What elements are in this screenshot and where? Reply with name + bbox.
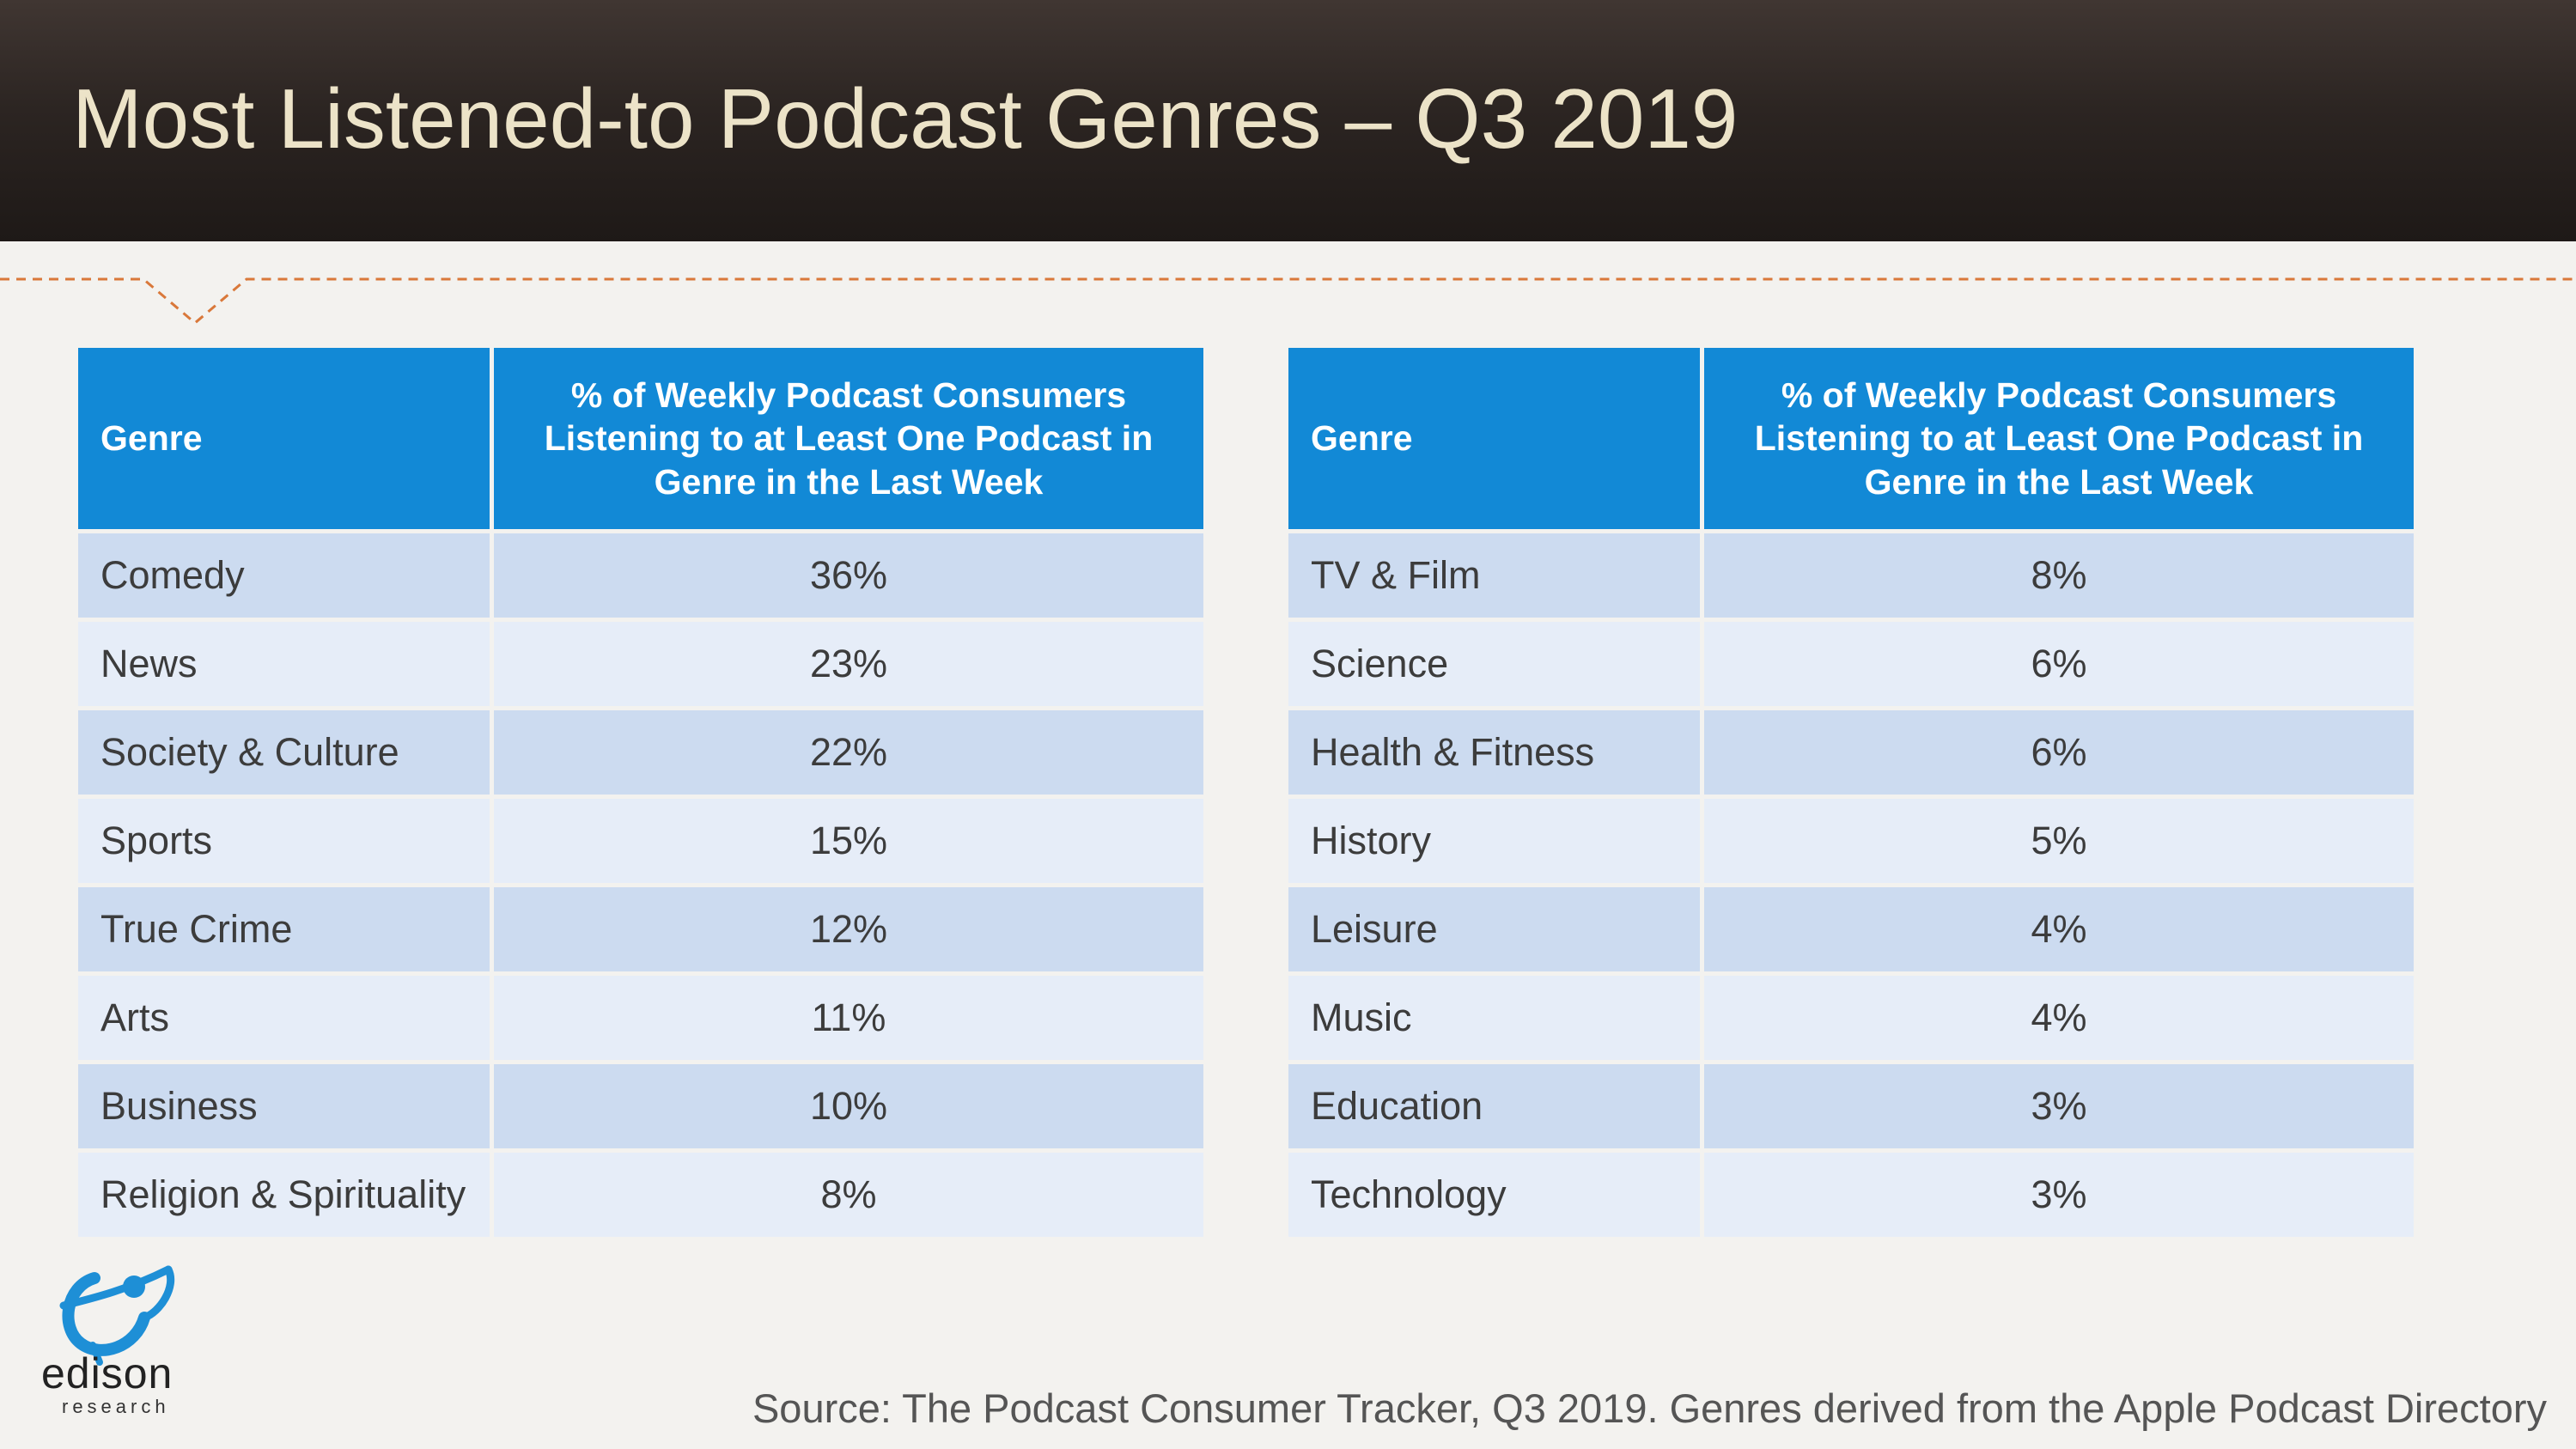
percent-cell: 3% [1704,1153,2414,1237]
table-row: News 23% [78,622,1203,706]
genre-cell: Science [1288,622,1700,706]
genre-cell: TV & Film [1288,533,1700,618]
page-title: Most Listened-to Podcast Genres – Q3 201… [72,71,1739,166]
percent-cell: 6% [1704,710,2414,795]
percent-cell: 4% [1704,976,2414,1060]
title-banner: Most Listened-to Podcast Genres – Q3 201… [0,0,2576,241]
percent-cell: 36% [494,533,1203,618]
percent-cell: 8% [1704,533,2414,618]
dashed-divider [0,277,2576,325]
percent-cell: 6% [1704,622,2414,706]
percent-cell: 10% [494,1064,1203,1148]
genre-cell: Comedy [78,533,490,618]
percent-cell: 5% [1704,799,2414,883]
genre-cell: News [78,622,490,706]
genre-cell: Religion & Spirituality [78,1153,490,1237]
table-row: Education 3% [1288,1064,2414,1148]
percent-cell: 3% [1704,1064,2414,1148]
table-row: Health & Fitness 6% [1288,710,2414,795]
edison-orbit-logo-icon [59,1265,175,1366]
table-row: True Crime 12% [78,887,1203,971]
table-row: Music 4% [1288,976,2414,1060]
column-header-percent: % of Weekly Podcast Consumers Listening … [1704,348,2414,529]
logo-subtitle: research [62,1396,170,1417]
table-row: Religion & Spirituality 8% [78,1153,1203,1237]
genre-cell: Health & Fitness [1288,710,1700,795]
percent-cell: 8% [494,1153,1203,1237]
percent-cell: 23% [494,622,1203,706]
logo-wordmark: edison [41,1349,174,1397]
genre-cell: Arts [78,976,490,1060]
genre-cell: Music [1288,976,1700,1060]
percent-cell: 4% [1704,887,2414,971]
genre-cell: Business [78,1064,490,1148]
genre-table-left: Genre % of Weekly Podcast Consumers List… [74,344,1208,1241]
table-row: Society & Culture 22% [78,710,1203,795]
table-row: TV & Film 8% [1288,533,2414,618]
table-row: Business 10% [78,1064,1203,1148]
table-row: Sports 15% [78,799,1203,883]
genre-cell: Leisure [1288,887,1700,971]
percent-cell: 15% [494,799,1203,883]
genre-cell: Society & Culture [78,710,490,795]
genre-cell: Sports [78,799,490,883]
column-header-percent: % of Weekly Podcast Consumers Listening … [494,348,1203,529]
genre-cell: True Crime [78,887,490,971]
genre-cell: Technology [1288,1153,1700,1237]
table-row: Comedy 36% [78,533,1203,618]
genre-cell: History [1288,799,1700,883]
table-row: Science 6% [1288,622,2414,706]
source-note: Source: The Podcast Consumer Tracker, Q3… [752,1385,2547,1431]
table-row: Leisure 4% [1288,887,2414,971]
percent-cell: 12% [494,887,1203,971]
genre-table-right: Genre % of Weekly Podcast Consumers List… [1284,344,2418,1241]
column-header-genre: Genre [78,348,490,529]
table-row: Arts 11% [78,976,1203,1060]
column-header-genre: Genre [1288,348,1700,529]
table-row: Technology 3% [1288,1153,2414,1237]
percent-cell: 11% [494,976,1203,1060]
percent-cell: 22% [494,710,1203,795]
table-row: History 5% [1288,799,2414,883]
genre-cell: Education [1288,1064,1700,1148]
